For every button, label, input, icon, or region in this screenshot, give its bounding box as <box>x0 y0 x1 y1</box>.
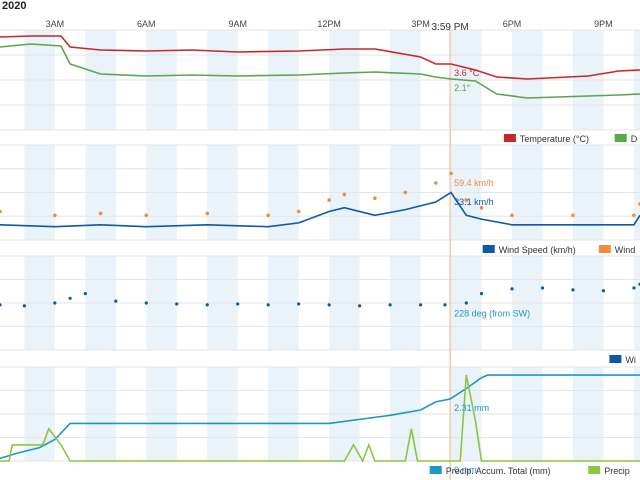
time-tick-label: 3PM <box>411 19 430 29</box>
legend-swatch <box>482 245 495 253</box>
wind-gust-point <box>53 213 57 218</box>
precipitation-series-line-0 <box>0 374 640 460</box>
wind-direction-point <box>83 292 87 296</box>
wind-direction-point <box>443 303 447 307</box>
crosshair-value-label: 33.1 km/h <box>454 197 494 207</box>
wind-direction-point <box>418 303 423 307</box>
precipitation-chart: 2.31 mm 0 mm Precip Precip. Accum. Total (m… <box>0 374 640 476</box>
wind-gust-point <box>571 213 575 218</box>
legend-label: Precip <box>604 466 630 476</box>
wind-gust-point <box>373 196 377 200</box>
wind-gust-point <box>266 213 270 218</box>
crosshair-value-label: 0 mm <box>454 465 477 475</box>
wind_direction-chart: 228 deg (from SW) Wi <box>0 282 640 365</box>
wind-direction-point <box>236 302 240 306</box>
time-tick-label: 9PM <box>594 19 613 29</box>
wind-direction-point <box>571 288 575 292</box>
wind-gust-point <box>510 213 514 218</box>
panel-background-2 <box>0 255 640 351</box>
legend-swatch <box>609 355 622 363</box>
wind-direction-point <box>114 299 118 303</box>
wind-direction-point <box>144 301 148 305</box>
panel-background-3 <box>0 366 640 462</box>
wind-gust-point <box>479 205 484 210</box>
legend-label: Wind <box>615 245 636 255</box>
legend-swatch <box>588 466 601 474</box>
legend-label: Wi <box>625 355 636 365</box>
wind-direction-point <box>266 303 270 307</box>
wind-direction-point <box>479 292 484 296</box>
wind-gust-point <box>144 213 149 218</box>
wind-gust-point <box>296 209 301 214</box>
wind-direction-point <box>297 302 301 306</box>
crosshair-value-label: 59.4 km/h <box>454 178 494 188</box>
crosshair-value-label: 2.1° <box>454 83 471 93</box>
wind-gust-point <box>205 211 210 216</box>
wind-direction-point <box>358 304 362 308</box>
temperature-series-line-1 <box>0 43 640 99</box>
time-tick-label: 3AM <box>46 19 65 29</box>
wind-direction-point <box>175 302 179 306</box>
wind-gust-point <box>327 198 331 202</box>
panel-background-0 <box>0 29 640 131</box>
wind-direction-point <box>601 289 606 293</box>
wind-direction-point <box>0 303 2 307</box>
legend-swatch <box>503 134 516 142</box>
legend-swatch <box>598 245 611 253</box>
legend-label: Temperature (°C) <box>520 134 589 144</box>
wind-direction-point <box>464 301 468 305</box>
wind-gust-point <box>98 211 103 216</box>
wind-gust-point <box>449 171 453 176</box>
wind-direction-point <box>53 301 57 305</box>
legend-label: Precip. Accum. Total (mm) <box>446 466 551 476</box>
crosshair-time-label: 3:59 PM <box>432 22 469 33</box>
wind-direction-point <box>327 303 331 307</box>
precipitation-series-line-1 <box>0 374 640 463</box>
wind-direction-point <box>632 286 636 290</box>
wind-direction-point <box>510 287 514 291</box>
time-tick-label: 6PM <box>503 19 522 29</box>
time-tick-label: 6AM <box>137 19 156 29</box>
crosshair-value-label: 228 deg (from SW) <box>454 308 530 318</box>
wind-direction-point <box>22 304 26 308</box>
wind-direction-point <box>205 303 209 307</box>
legend-label: Wind Speed (km/h) <box>499 245 576 255</box>
year-label: 2020 <box>2 0 27 12</box>
legend-swatch <box>614 134 627 142</box>
wind-gust-point <box>464 198 469 202</box>
wind-gust-point <box>434 181 438 185</box>
wind-direction-point <box>68 296 72 300</box>
crosshair-value-label: 3.6 °C <box>454 68 480 78</box>
crosshair-value-label: 2.31 mm <box>454 403 489 413</box>
legend-swatch <box>429 466 442 474</box>
wind-chart: 59.4 km/h 33.1 km/h Wind Wind Speed (km/h) <box>0 171 640 255</box>
wind-gust-point <box>632 213 636 218</box>
wind-direction-point <box>540 286 545 290</box>
wind-direction-point <box>388 303 392 307</box>
temperature-chart: 3.6 °C 2.1° D Temperature (°C) <box>0 35 640 144</box>
wind-gust-point <box>403 190 408 195</box>
time-tick-label: 12PM <box>317 19 341 29</box>
time-tick-label: 9AM <box>228 19 247 29</box>
wind-series-line-0 <box>0 191 640 228</box>
wind-gust-point <box>342 192 347 197</box>
legend-label: D <box>631 134 638 144</box>
wind-gust-point <box>0 209 2 214</box>
temperature-series-line-0 <box>0 35 640 80</box>
